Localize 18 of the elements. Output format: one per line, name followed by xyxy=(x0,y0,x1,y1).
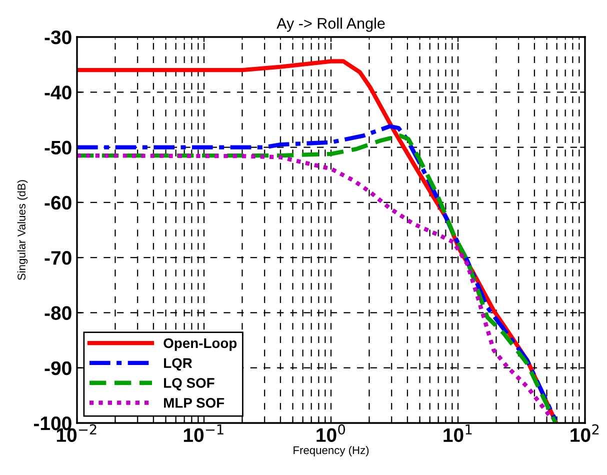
y-tick-label: -70 xyxy=(44,251,72,265)
y-tick-label: -80 xyxy=(44,306,72,320)
y-tick-label: -50 xyxy=(44,140,72,155)
y-tick-label: -30 xyxy=(44,30,72,44)
x-tick-label: 10$^{2}$ xyxy=(570,424,599,442)
x-tick-label: 10$^{0}$ xyxy=(316,424,346,442)
legend-label: LQR xyxy=(164,358,192,371)
y-tick-label: -40 xyxy=(44,86,72,100)
x-tick-label: 10$^{−1}$ xyxy=(184,424,224,442)
legend-label: MLP SOF xyxy=(164,398,224,408)
y-axis-title: Singular Values (dB) xyxy=(17,180,28,280)
chart-title: Ay -> Roll Angle xyxy=(276,18,385,32)
y-tick-label: -60 xyxy=(44,196,72,210)
y-tick-label: -90 xyxy=(44,361,72,376)
x-axis-title: Frequency (Hz) xyxy=(294,446,369,456)
x-tick-label: 10$^{1}$ xyxy=(444,424,472,442)
legend-label: LQ SOF xyxy=(164,378,214,390)
legend-label: Open-Loop xyxy=(164,338,237,351)
